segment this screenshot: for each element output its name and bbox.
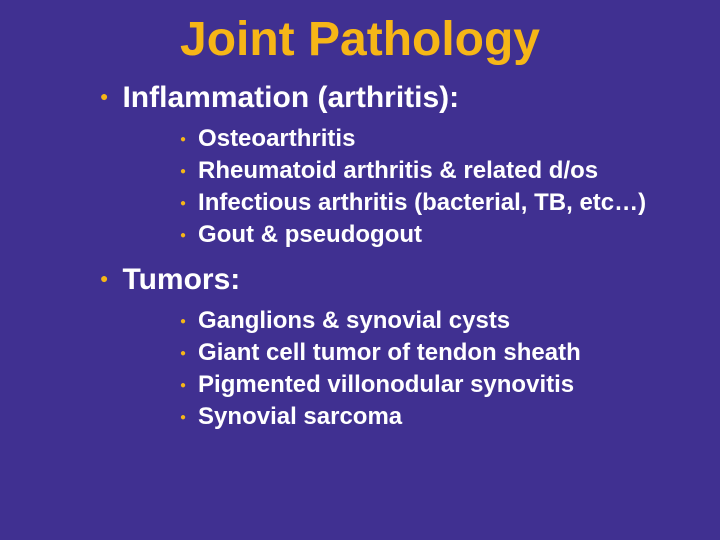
list-item: ● Gout & pseudogout: [180, 221, 680, 249]
section-sublist: ● Ganglions & synovial cysts ● Giant cel…: [180, 307, 680, 431]
list-item: ● Ganglions & synovial cysts: [180, 307, 680, 335]
bullet-icon: ●: [180, 167, 186, 177]
list-item: ● Osteoarthritis: [180, 125, 680, 153]
bullet-icon: ●: [100, 89, 108, 103]
slide-title: Joint Pathology: [40, 12, 680, 67]
list-item-text: Rheumatoid arthritis & related d/os: [198, 157, 598, 185]
bullet-icon: ●: [100, 271, 108, 285]
list-item: ● Giant cell tumor of tendon sheath: [180, 339, 680, 367]
section-heading: ● Inflammation (arthritis):: [100, 81, 680, 115]
list-item-text: Synovial sarcoma: [198, 403, 402, 431]
list-item: ● Synovial sarcoma: [180, 403, 680, 431]
list-item: ● Infectious arthritis (bacterial, TB, e…: [180, 189, 680, 217]
bullet-icon: ●: [180, 413, 186, 423]
bullet-icon: ●: [180, 381, 186, 391]
list-item-text: Ganglions & synovial cysts: [198, 307, 510, 335]
section-label: Inflammation (arthritis):: [122, 81, 459, 115]
bullet-icon: ●: [180, 199, 186, 209]
list-item-text: Infectious arthritis (bacterial, TB, etc…: [198, 189, 646, 217]
section-sublist: ● Osteoarthritis ● Rheumatoid arthritis …: [180, 125, 680, 249]
section-heading: ● Tumors:: [100, 263, 680, 297]
section-label: Tumors:: [122, 263, 240, 297]
list-item: ● Pigmented villonodular synovitis: [180, 371, 680, 399]
bullet-icon: ●: [180, 349, 186, 359]
bullet-icon: ●: [180, 135, 186, 145]
list-item-text: Giant cell tumor of tendon sheath: [198, 339, 581, 367]
list-item-text: Osteoarthritis: [198, 125, 355, 153]
list-item: ● Rheumatoid arthritis & related d/os: [180, 157, 680, 185]
list-item-text: Pigmented villonodular synovitis: [198, 371, 574, 399]
slide: Joint Pathology ● Inflammation (arthriti…: [0, 0, 720, 540]
bullet-icon: ●: [180, 317, 186, 327]
list-item-text: Gout & pseudogout: [198, 221, 422, 249]
bullet-icon: ●: [180, 231, 186, 241]
